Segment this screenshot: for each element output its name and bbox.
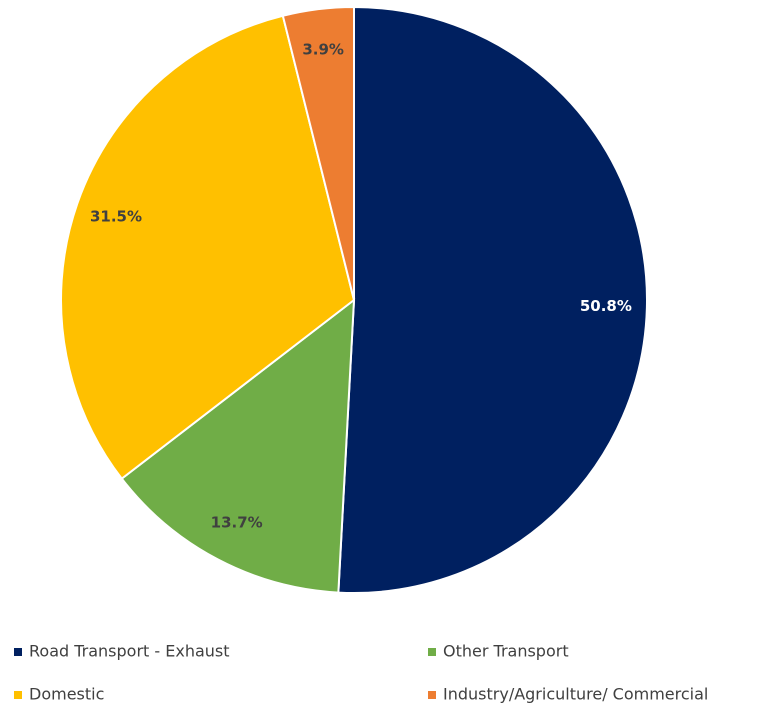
value-label: 3.9% (302, 40, 344, 58)
legend-label: Other Transport (443, 642, 569, 661)
value-label: 50.8% (580, 297, 632, 315)
pie-slice (60, 14, 356, 481)
legend-label: Industry/Agriculture/ Commercial (443, 685, 708, 704)
legend-label: Road Transport - Exhaust (29, 642, 230, 661)
legend-swatch (428, 691, 436, 699)
pie-slice (120, 297, 356, 594)
legend-label: Domestic (29, 685, 104, 704)
value-label: 13.7% (211, 514, 263, 532)
pie-slice (337, 5, 648, 594)
legend-swatch (14, 691, 22, 699)
legend-swatch (428, 648, 436, 656)
value-label: 31.5% (90, 208, 142, 226)
pie-slice (281, 5, 355, 301)
legend-swatch (14, 648, 22, 656)
